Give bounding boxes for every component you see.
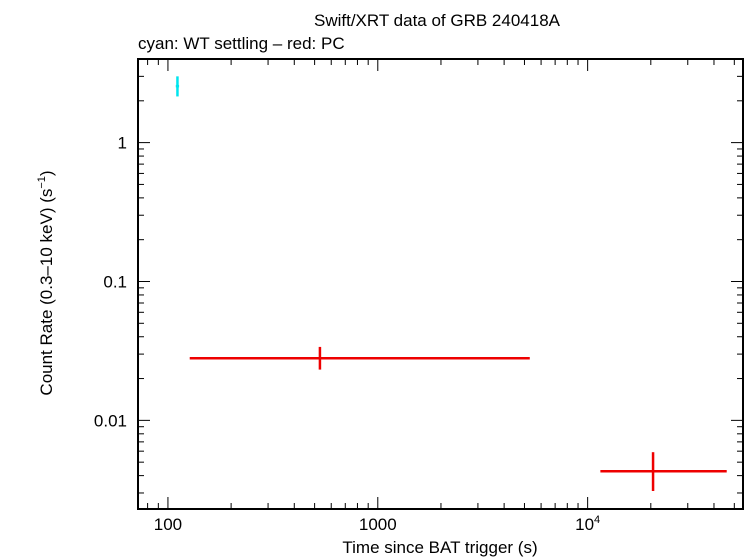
x-tick-label-exponent: 4 bbox=[594, 514, 600, 526]
y-tick-label: 1 bbox=[118, 134, 127, 153]
data-point bbox=[175, 76, 180, 97]
data-point bbox=[600, 452, 727, 491]
y-axis-label-main: Count Rate (0.3–10 keV) (s bbox=[37, 189, 56, 396]
x-tick-label-base: 1000 bbox=[359, 515, 397, 534]
data-point bbox=[189, 346, 530, 370]
chart-subtitle: cyan: WT settling – red: PC bbox=[138, 34, 345, 53]
y-axis-label: Count Rate (0.3–10 keV) (s−1) bbox=[36, 170, 56, 395]
x-tick-label-base: 10 bbox=[575, 515, 594, 534]
chart-title: Swift/XRT data of GRB 240418A bbox=[314, 11, 561, 30]
x-tick-label: 100 bbox=[154, 515, 182, 534]
axis-ticks: 100 1000 104 1 0.1 0.01 bbox=[94, 58, 743, 534]
y-tick-label: 0.01 bbox=[94, 411, 127, 430]
y-axis-label-exponent: −1 bbox=[36, 176, 48, 189]
x-tick-label: 104 bbox=[575, 514, 600, 534]
x-tick-label-base: 100 bbox=[154, 515, 182, 534]
plot-frame bbox=[137, 58, 744, 510]
y-tick-label: 0.1 bbox=[103, 272, 127, 291]
y-axis-label-end: ) bbox=[37, 170, 56, 176]
data-points bbox=[175, 76, 727, 491]
x-axis-label: Time since BAT trigger (s) bbox=[342, 538, 537, 557]
x-tick-label: 1000 bbox=[359, 515, 397, 534]
